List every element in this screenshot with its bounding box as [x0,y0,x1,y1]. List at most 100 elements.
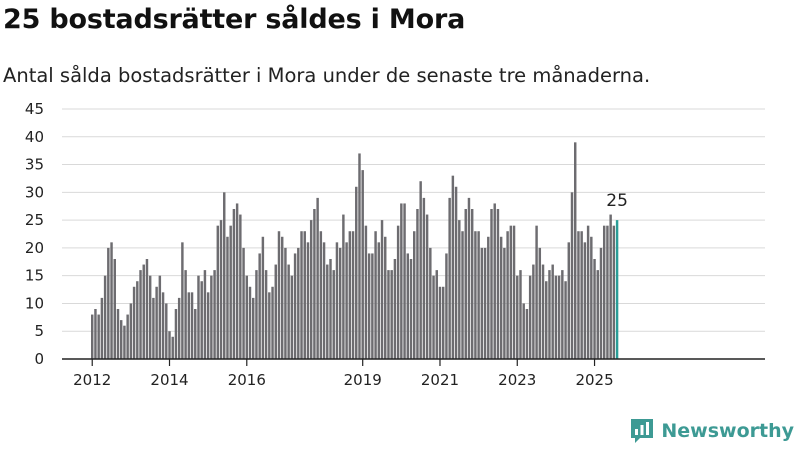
bar [171,336,174,359]
bar [602,225,606,359]
y-tick-label: 30 [25,183,44,201]
y-tick-label: 5 [34,322,44,340]
bar [187,292,191,359]
bar [261,236,265,359]
bar [532,264,535,359]
y-tick-label: 35 [25,156,44,174]
x-tick-label: 2021 [421,371,459,389]
bar [548,270,551,359]
bar [538,247,542,359]
bar [525,309,529,359]
bar [226,236,229,359]
bar [165,303,168,359]
bar [213,270,216,359]
bar [477,231,480,359]
bar [206,292,210,359]
bar [390,270,393,359]
bar [577,231,580,359]
bar [258,253,261,359]
bar [203,270,207,359]
bar [580,231,583,359]
bar [358,153,361,359]
bar [506,231,509,359]
bar [303,231,306,359]
x-tick-label: 2025 [575,371,613,389]
bar [503,247,506,359]
newsworthy-logo-icon [631,419,654,443]
bar [94,309,97,359]
bar [519,270,522,359]
y-tick-label: 0 [34,350,44,368]
bar [355,186,358,359]
bar [551,264,554,359]
bar [351,231,355,359]
bar [374,231,377,359]
bar [512,225,516,359]
bar [100,297,104,359]
bar [210,275,213,359]
annotations: 25 [606,191,628,211]
bar [516,275,519,359]
bar [326,264,329,359]
bar [590,236,593,359]
bar [200,281,203,359]
y-axis: 0 5 10 15 20 25 30 35 40 45 [25,100,44,368]
bar [464,209,467,359]
bar [483,247,487,359]
bar [280,236,284,359]
bar [136,281,139,359]
bar [290,275,294,359]
bar [499,236,503,359]
bar [316,197,319,359]
bar [139,270,142,359]
bar [219,220,223,359]
bar [487,236,490,359]
y-tick-label: 20 [25,239,44,257]
last-value-label: 25 [606,191,628,211]
bar [297,247,300,359]
bar [181,242,184,359]
bar [612,225,616,359]
bar [496,209,500,359]
bar [268,292,271,359]
bar [148,275,152,359]
bar [470,209,474,359]
bar [425,214,429,359]
x-axis: 2012 2014 2016 2019 2021 2023 2025 [62,358,765,389]
bar [380,220,384,359]
bar [300,231,303,359]
bar [596,270,599,359]
bar [396,225,400,359]
bar [335,242,339,359]
x-tick-label: 2014 [150,371,188,389]
bar [142,264,145,359]
bar [342,214,345,359]
y-tick-label: 45 [25,100,44,118]
bar [606,225,609,359]
x-tick-label: 2019 [344,371,382,389]
x-tick-label: 2012 [73,371,111,389]
bar [599,247,603,359]
bar [509,225,513,359]
bar [490,209,493,359]
bar [409,259,413,359]
bar [541,264,545,359]
bar [216,225,220,359]
bar [155,286,158,359]
bar [564,281,567,359]
bar [184,270,187,359]
bar [152,297,155,359]
bar [545,281,548,359]
bar [158,275,162,359]
bar [119,320,123,359]
bar [493,203,496,359]
bar [245,275,249,359]
bar [384,236,387,359]
bar [467,197,471,359]
y-tick-label: 40 [25,128,44,146]
bar [474,231,477,359]
bar [528,275,532,359]
bar [593,259,596,359]
bar [451,175,455,359]
bar [123,325,126,359]
